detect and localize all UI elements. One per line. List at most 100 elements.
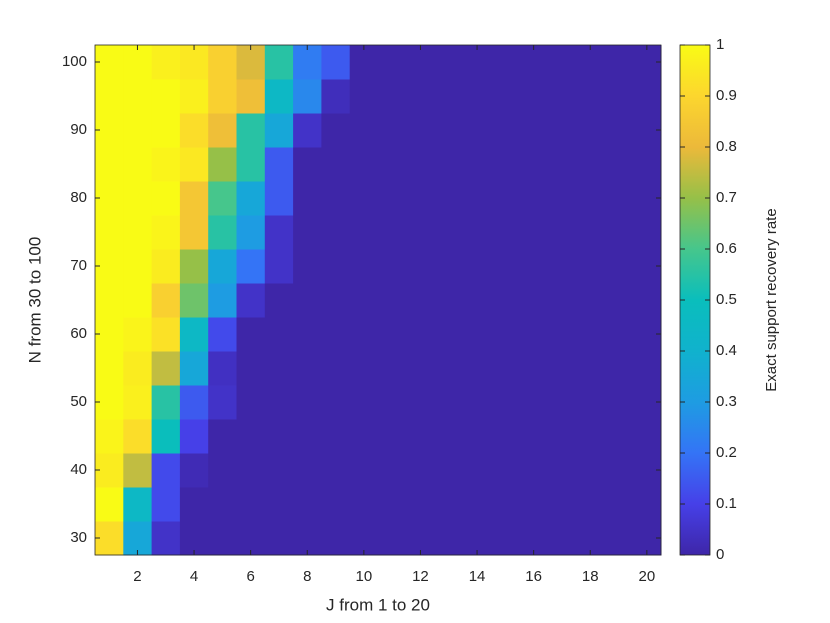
heat-cell [604,521,634,556]
heat-cell [208,79,237,114]
heat-cell [236,215,266,250]
heat-cell [491,317,520,352]
heat-cell [604,79,634,114]
heat-cell [462,283,492,318]
heat-cell [151,419,181,454]
heat-cell [293,283,322,318]
x-tick-label: 18 [582,568,599,585]
heat-cell [576,317,605,352]
heat-cell [95,147,124,182]
heat-cell [236,45,266,80]
heat-cell [321,215,351,250]
heat-cell [151,487,181,522]
heat-cell [95,351,124,386]
heat-cell [208,249,237,284]
heat-cell [576,385,605,420]
heat-cell [123,521,153,556]
heat-cell [264,385,294,420]
heat-cell [349,487,379,522]
heat-cell [378,113,407,148]
heat-cell [547,385,577,420]
heat-cell [434,385,464,420]
heat-cell [321,147,351,182]
heat-cell [123,113,153,148]
heat-cell [179,419,209,454]
heat-cell [151,147,181,182]
heat-cell [321,453,351,488]
heat-cell [236,419,266,454]
heat-cell [349,79,379,114]
heat-cell [378,317,407,352]
heat-cell [519,45,549,80]
heat-cell [604,249,634,284]
heat-cell [547,351,577,386]
heat-cell [547,147,577,182]
heat-cell [208,283,237,318]
heat-cell [406,45,436,80]
colorbar-tick-label: 0.7 [716,189,737,206]
heat-cell [434,45,464,80]
heat-cell [321,249,351,284]
heat-cell [349,215,379,250]
y-tick-label: 100 [62,53,87,70]
heat-cell [293,385,322,420]
heat-cell [434,283,464,318]
heat-cell [264,147,294,182]
heat-cell [434,419,464,454]
heat-cell [236,181,266,216]
heat-cell [293,453,322,488]
y-tick-label: 70 [70,257,87,274]
heat-cell [236,249,266,284]
heat-cell [123,317,153,352]
heat-cell [236,147,266,182]
heat-cell [179,147,209,182]
heat-cell [462,181,492,216]
heat-cell [378,181,407,216]
heat-cell [378,249,407,284]
heat-cell [604,147,634,182]
heat-cell [434,249,464,284]
x-tick-label: 8 [303,568,311,585]
heat-cell [406,351,436,386]
colorbar-tick-label: 0 [716,546,724,563]
heat-cell [349,181,379,216]
heat-cell [151,351,181,386]
heat-cell [576,283,605,318]
heat-cell [604,215,634,250]
heat-cell [236,385,266,420]
heat-cell [321,79,351,114]
heatmap [95,45,662,556]
heat-cell [151,317,181,352]
heat-cell [519,317,549,352]
heat-cell [349,317,379,352]
heat-cell [321,521,351,556]
heat-cell [123,147,153,182]
heat-cell [406,385,436,420]
heat-cell [576,351,605,386]
heat-cell [123,487,153,522]
heat-cell [632,419,662,454]
heat-cell [632,215,662,250]
heat-cell [179,453,209,488]
heat-cell [491,453,520,488]
heat-cell [151,45,181,80]
heat-cell [406,487,436,522]
heat-cell [264,351,294,386]
heat-cell [547,113,577,148]
heat-cell [208,317,237,352]
heat-cell [179,215,209,250]
heat-cell [293,181,322,216]
heat-cell [208,215,237,250]
heat-cell [434,113,464,148]
x-tick-label: 14 [469,568,486,585]
heat-cell [519,147,549,182]
heat-cell [321,487,351,522]
heat-cell [434,317,464,352]
heat-cell [406,79,436,114]
heat-cell [519,453,549,488]
heat-cell [547,487,577,522]
heat-cell [349,351,379,386]
heat-cell [95,79,124,114]
heat-cell [576,215,605,250]
colorbar-tick-label: 0.4 [716,342,737,359]
